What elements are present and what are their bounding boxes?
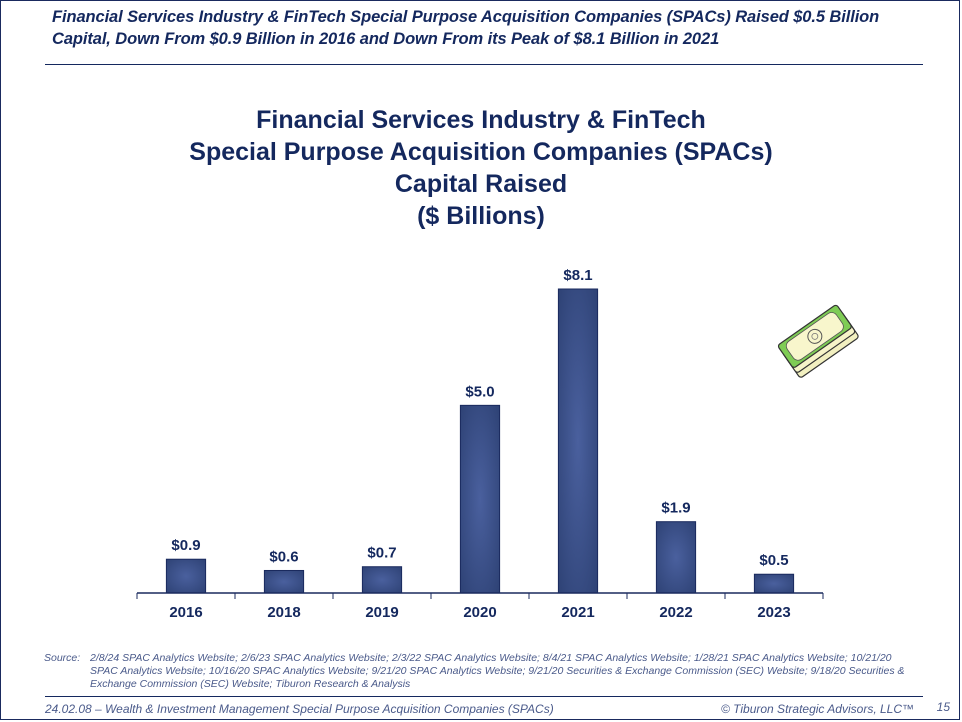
bar-2021 (557, 288, 599, 594)
bar-2022 (655, 521, 697, 594)
source-label: Source: (44, 652, 81, 664)
chart-title-line-2: Special Purpose Acquisition Companies (S… (189, 138, 773, 166)
data-label-2019: $0.7 (367, 545, 396, 562)
bar-2023 (753, 573, 795, 594)
x-tick-label-2022: 2022 (659, 604, 692, 621)
data-label-2022: $1.9 (661, 500, 690, 517)
data-label-2023: $0.5 (759, 552, 788, 569)
money-stack-icon (777, 304, 859, 378)
x-tick-label-2018: 2018 (267, 604, 300, 621)
page-number: 15 (936, 700, 950, 714)
x-tick-label-2020: 2020 (463, 604, 496, 621)
x-axis: 2016 2018 2019 2020 2021 2022 2023 (136, 592, 824, 621)
footer-copyright: © Tiburon Strategic Advisors, LLC™ (720, 702, 914, 716)
chart-title-line-3: Capital Raised (394, 170, 568, 198)
data-label-2021: $8.1 (563, 267, 592, 284)
chart-title: Financial Services Industry & FinTech Sp… (0, 104, 962, 232)
bar-2019 (361, 566, 403, 594)
x-tick-label-2019: 2019 (365, 604, 398, 621)
x-tick-label-2023: 2023 (757, 604, 790, 621)
x-tick-label-2021: 2021 (561, 604, 594, 621)
bar-2020 (459, 404, 501, 594)
data-label-2016: $0.9 (171, 537, 200, 554)
footer-left: 24.02.08 – Wealth & Investment Managemen… (45, 702, 554, 716)
slide-headline: Financial Services Industry & FinTech Sp… (52, 8, 880, 48)
data-label-2020: $5.0 (465, 383, 494, 400)
bar-2018 (263, 569, 305, 594)
x-tick-label-2016: 2016 (169, 604, 202, 621)
chart-title-line-4: ($ Billions) (417, 202, 545, 230)
source-note: Source: 2/8/24 SPAC Analytics Website; 2… (44, 652, 924, 690)
source-text: 2/8/24 SPAC Analytics Website; 2/6/23 SP… (90, 652, 905, 690)
data-label-2018: $0.6 (269, 548, 298, 565)
bars-group: $0.9 $0.6 $0.7 $5.0 $8.1 $1.9 $0.5 (165, 267, 795, 594)
bar-2016 (165, 558, 207, 594)
bottom-divider (45, 696, 923, 697)
top-divider (45, 64, 923, 65)
chart-title-line-1: Financial Services Industry & FinTech (256, 106, 706, 134)
